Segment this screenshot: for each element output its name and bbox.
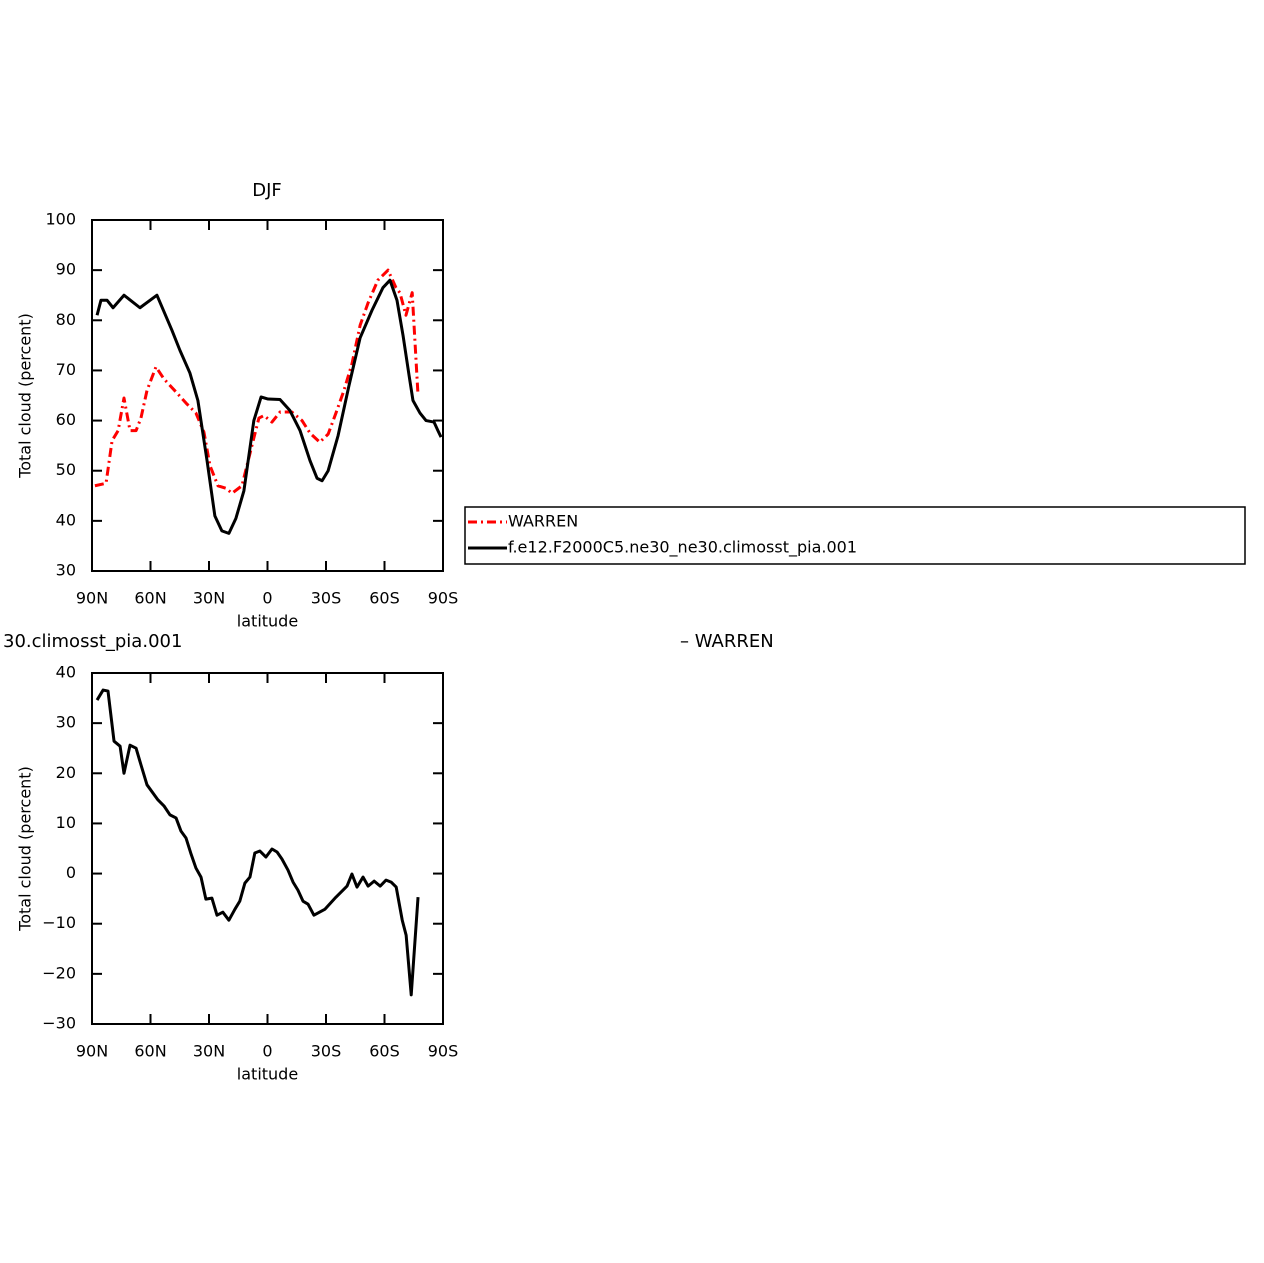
y-tick-label: −30	[42, 1014, 76, 1033]
y-axis-label: Total cloud (percent)	[16, 313, 35, 479]
y-tick-label: 20	[56, 763, 76, 782]
x-tick-label: 90N	[76, 1042, 108, 1061]
y-tick-label: 80	[56, 310, 76, 329]
chart-title: DJF	[252, 180, 282, 201]
y-tick-label: 30	[56, 561, 76, 580]
y-tick-label: −10	[42, 913, 76, 932]
x-tick-label: 60N	[134, 1042, 166, 1061]
x-tick-label: 0	[262, 1042, 272, 1061]
x-tick-label: 90N	[76, 589, 108, 608]
x-tick-label: 90S	[428, 589, 459, 608]
x-tick-label: 30S	[311, 1042, 342, 1061]
x-tick-label: 30S	[311, 589, 342, 608]
y-tick-label: 60	[56, 410, 76, 429]
x-axis-label: latitude	[237, 1065, 298, 1084]
y-tick-label: −20	[42, 963, 76, 982]
legend-label: WARREN	[508, 512, 578, 531]
data-line	[95, 278, 443, 535]
y-tick-label: 100	[45, 210, 76, 229]
y-tick-label: 30	[56, 713, 76, 732]
x-tick-label: 60S	[369, 589, 400, 608]
chart-title: 30.climosst_pia.001	[3, 631, 182, 652]
x-tick-label: 60N	[134, 589, 166, 608]
x-tick-label: 90S	[428, 1042, 459, 1061]
x-axis-label: latitude	[237, 612, 298, 631]
y-axis-label: Total cloud (percent)	[16, 766, 35, 932]
y-tick-label: 40	[56, 663, 76, 682]
x-tick-label: 0	[262, 589, 272, 608]
legend-box	[464, 506, 1246, 565]
x-tick-label: 60S	[369, 1042, 400, 1061]
plot-frame	[91, 672, 444, 1025]
y-tick-label: 40	[56, 510, 76, 529]
y-tick-label: 10	[56, 813, 76, 832]
legend-label: f.e12.F2000C5.ne30_ne30.climosst_pia.001	[508, 538, 857, 558]
x-tick-label: 30N	[193, 1042, 225, 1061]
y-tick-label: 90	[56, 260, 76, 279]
data-line	[95, 688, 420, 997]
chart-title: – WARREN	[680, 631, 774, 652]
y-tick-label: 0	[66, 863, 76, 882]
y-tick-label: 50	[56, 460, 76, 479]
x-tick-label: 30N	[193, 589, 225, 608]
y-tick-label: 70	[56, 360, 76, 379]
